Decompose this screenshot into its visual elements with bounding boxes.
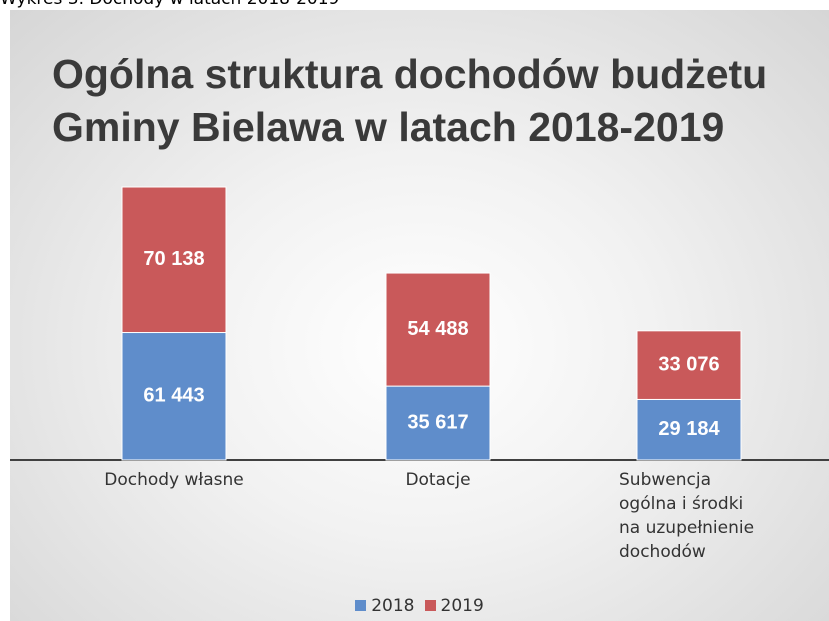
chart-title: Gminy Bielawa w latach 2018-2019 <box>52 104 724 150</box>
caption: Wykres 3. Dochody w latach 2018-2019 <box>0 0 339 9</box>
data-label: 33 076 <box>658 353 719 375</box>
chart-title: Ogólna struktura dochodów budżetu <box>52 51 767 97</box>
bar-segment <box>636 398 742 461</box>
legend: 2018 2019 <box>10 596 829 616</box>
data-label: 29 184 <box>658 418 720 440</box>
data-label: 54 488 <box>407 318 468 340</box>
legend-swatch <box>424 600 436 611</box>
data-label: 70 138 <box>143 248 204 270</box>
legend-label: 2018 <box>371 596 415 616</box>
x-tick-label: Dochody własne <box>104 470 244 490</box>
x-tick-label: Subwencja ogólna i środki na uzupełnieni… <box>619 470 755 562</box>
legend-item: 2018 <box>355 596 415 616</box>
data-label: 61 443 <box>143 385 204 407</box>
bar-segment <box>121 186 227 334</box>
legend-label: 2019 <box>440 596 484 616</box>
x-tick-label: Dotacje <box>405 470 471 490</box>
chart: Ogólna struktura dochodów budżetu Gminy … <box>10 10 829 621</box>
data-label: 35 617 <box>407 411 468 433</box>
legend-swatch <box>355 600 367 611</box>
legend-item: 2019 <box>424 596 484 616</box>
bar-segment <box>385 272 491 387</box>
bar-segment <box>121 332 227 461</box>
bar-segment <box>636 330 742 400</box>
chart-svg: Ogólna struktura dochodów budżetu Gminy … <box>10 51 829 461</box>
